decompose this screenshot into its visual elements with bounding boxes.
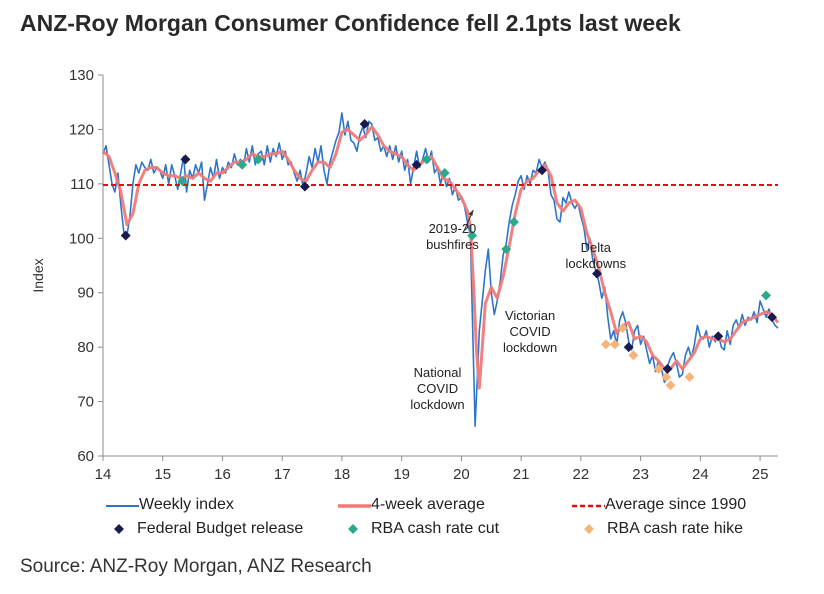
annotation-label: Delta lockdowns <box>565 240 626 271</box>
x-tick-label: 25 <box>752 466 769 483</box>
annotation-label: 2019-20 bushfires <box>426 221 479 252</box>
cut-marker <box>177 176 188 187</box>
annotation-line: lockdown <box>410 397 464 412</box>
x-tick-label: 22 <box>573 466 590 483</box>
legend-longrun-label: Average since 1990 <box>605 496 747 513</box>
legend-weekly-swatch <box>106 505 139 507</box>
y-tick-label: 80 <box>77 339 94 356</box>
legend-hike: RBA cash rate hike <box>582 520 743 538</box>
x-tick-label: 16 <box>214 466 231 483</box>
cut-marker <box>761 290 772 301</box>
budget-marker <box>623 342 634 353</box>
hike-marker <box>684 372 695 383</box>
annotation-line: lockdowns <box>565 256 626 271</box>
budget-marker <box>713 331 724 342</box>
x-tick-label: 15 <box>154 466 171 483</box>
legend-avg4-swatch <box>338 504 371 508</box>
series-avg4-line <box>101 125 780 390</box>
annotation-line: Victorian <box>505 308 555 323</box>
x-tick-label: 20 <box>453 466 470 483</box>
budget-marker <box>537 165 547 176</box>
hike-marker <box>609 339 620 350</box>
y-tick-label: 90 <box>77 285 94 302</box>
cut-marker <box>237 159 248 170</box>
annotation-line: COVID <box>417 381 458 396</box>
y-tick-label: 60 <box>77 448 94 465</box>
legend-hike-label: RBA cash rate hike <box>607 520 744 537</box>
cut-marker <box>501 244 512 255</box>
legend-weekly: Weekly index <box>106 496 234 514</box>
x-tick-label: 17 <box>274 466 291 483</box>
budget-marker <box>299 181 310 192</box>
chart-axes: 60 70 80 90 100 110 120 130 14 15 16 17 18 19 20 21 22 23… <box>30 67 778 483</box>
legend-cut-label: RBA cash rate cut <box>371 520 500 537</box>
budget-marker <box>662 363 673 374</box>
budget-marker <box>120 230 131 241</box>
legend-cut: RBA cash rate cut <box>346 520 499 538</box>
cut-marker <box>421 154 432 165</box>
x-tick-label: 24 <box>692 466 709 483</box>
x-tick-label: 19 <box>393 466 410 483</box>
legend-longrun-swatch <box>572 504 605 508</box>
budget-marker <box>767 312 777 323</box>
legend-weekly-label: Weekly index <box>139 496 234 513</box>
bushfires-arrow-head <box>468 209 474 216</box>
hike-marker <box>653 363 664 374</box>
chart-markers <box>120 119 777 391</box>
chart-title: ANZ-Roy Morgan Consumer Confidence fell … <box>20 10 681 36</box>
legend-cut-swatch <box>348 524 358 534</box>
legend-hike-swatch <box>584 524 594 534</box>
cut-marker <box>467 230 478 241</box>
annotation-line: COVID <box>510 324 551 339</box>
budget-marker <box>411 159 422 170</box>
x-tick-label: 23 <box>632 466 649 483</box>
legend-budget-swatch <box>114 524 124 534</box>
annotation-label: National COVID lockdown <box>410 365 464 412</box>
x-tick-label: 21 <box>513 466 530 483</box>
annotation-line: lockdown <box>503 340 557 355</box>
annotation-line: bushfires <box>426 237 479 252</box>
hike-marker <box>665 380 676 391</box>
legend-avg4-label: 4-week average <box>371 496 485 513</box>
annotation-line: National <box>414 365 462 380</box>
cut-marker <box>439 168 450 178</box>
y-tick-label: 120 <box>69 121 94 138</box>
legend-budget-label: Federal Budget release <box>137 520 304 537</box>
legend-budget: Federal Budget release <box>112 520 303 538</box>
x-tick-label: 18 <box>334 466 351 483</box>
annotation-line: 2019-20 <box>429 221 477 236</box>
x-tick-label: 14 <box>95 466 112 483</box>
hike-marker <box>628 350 639 361</box>
y-axis-label: Index <box>30 258 46 292</box>
legend-longrun: Average since 1990 <box>572 496 746 514</box>
budget-marker <box>592 268 602 279</box>
hike-marker <box>601 339 611 350</box>
legend-avg4: 4-week average <box>338 496 485 514</box>
y-tick-label: 130 <box>69 67 94 84</box>
annotation-line: Delta <box>581 240 612 255</box>
annotation-label: Victorian COVID lockdown <box>503 308 557 355</box>
y-tick-label: 110 <box>70 176 94 193</box>
hike-marker <box>661 372 672 383</box>
source-note: Source: ANZ-Roy Morgan, ANZ Research <box>20 556 372 577</box>
y-tick-label: 100 <box>69 230 94 247</box>
cut-marker <box>509 217 519 227</box>
hike-marker <box>617 323 628 334</box>
budget-marker <box>180 154 191 165</box>
y-tick-label: 70 <box>77 394 94 411</box>
